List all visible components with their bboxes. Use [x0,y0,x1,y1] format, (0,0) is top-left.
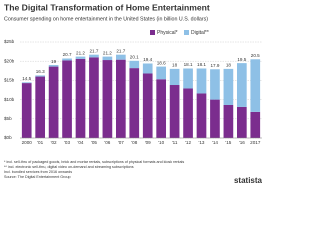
legend-label: Digital** [191,30,209,36]
x-tick-label: '04 [78,140,84,145]
bar-segment [210,69,220,100]
x-tick-label: '02 [51,140,57,145]
bar-segment [48,66,59,138]
x-tick-label: '13 [199,140,205,145]
x-tick-label: '03 [64,140,70,145]
bar-segment [75,58,86,139]
x-tick-label: '11 [172,140,178,145]
bar-segment [236,63,247,107]
bar-segment [183,88,193,138]
y-tick-label: $25b [4,39,15,44]
total-label: 20.1 [130,55,139,60]
total-label: 21.2 [76,50,85,55]
x-tick-label: '14 [212,140,218,145]
bar-segment [35,76,46,138]
y-tick-label: $5b [4,116,12,121]
bar-segment [250,111,261,138]
bar-segment [62,58,72,61]
bar-segment [223,104,234,138]
total-label: 19 [51,59,57,64]
bar-segment [102,60,113,138]
total-label: 18.1 [184,62,193,67]
bar-segment [183,68,193,89]
bar-segment [21,83,32,138]
total-label: 18 [226,63,232,68]
bar-segment [129,68,140,138]
y-tick-label: $15b [4,78,15,83]
bar-segment [89,54,99,58]
total-label: 21.7 [89,48,98,53]
bar-segment [129,60,140,69]
total-label: 18 [172,63,178,68]
bar-segment [142,63,153,74]
bar-segment [115,59,126,138]
bar-segment [142,73,153,138]
bar-segment [210,99,220,138]
chart: The Digital Transformation of Home Enter… [4,2,263,185]
x-tick-label: '05 [91,140,97,145]
bar-segment [196,68,207,94]
x-tick-label: '07 [118,140,124,145]
x-tick-label: '10 [158,140,164,145]
bar-segment [35,75,46,77]
bar-segment [115,54,126,60]
legend-swatch [150,30,155,35]
legend-label: Physical* [157,30,178,36]
total-label: 18.6 [157,60,166,65]
total-label: 17.9 [210,63,219,68]
source: Source: The Digital Entertainment Group [4,175,71,179]
bar-segment [102,56,113,61]
y-tick-label: $0b [4,135,12,140]
total-label: 19.5 [237,57,246,62]
x-tick-label: '16 [239,140,245,145]
bar-segment [196,93,207,138]
x-tick-label: '06 [104,140,110,145]
bar-segment [250,59,261,112]
bar-segment [156,66,167,80]
bar-segment [75,56,86,59]
total-label: 14.5 [22,76,31,81]
x-tick-label: '01 [37,140,43,145]
bar-segment [236,106,247,138]
x-tick-label: '08 [131,140,137,145]
bar-segment [169,85,180,138]
legend-swatch [184,30,189,35]
note: * incl. sell-thru of packaged goods, bri… [4,160,184,164]
total-label: 21.7 [116,48,125,53]
note: Incl. bundled services from 2016 onwards [4,170,72,174]
x-tick-label: 2000 [22,140,33,145]
chart-title: The Digital Transformation of Home Enter… [4,2,210,12]
total-label: 21.2 [103,50,112,55]
bar-segment [223,68,234,105]
total-label: 20.5 [251,53,260,58]
bar-segment [62,60,72,138]
y-tick-label: $10b [4,97,15,102]
total-label: 16.3 [36,69,45,74]
bar-segment [169,68,180,86]
total-label: 19.4 [143,57,152,62]
x-tick-label: 2017 [250,140,261,145]
x-tick-label: '15 [225,140,231,145]
total-label: 18.1 [197,62,206,67]
x-tick-label: '12 [185,140,191,145]
total-label: 20.7 [63,52,72,57]
x-tick-label: '09 [145,140,151,145]
bar-segment [89,57,99,138]
bar-segment [21,82,32,84]
note: ** incl. electronic sell-thru, digital v… [4,165,134,169]
brand-logo: statista [234,176,263,185]
bar-segment [156,79,167,138]
y-tick-label: $20b [4,58,15,63]
bar-segment [48,65,59,67]
chart-subtitle: Consumer spending on home entertainment … [4,16,208,22]
